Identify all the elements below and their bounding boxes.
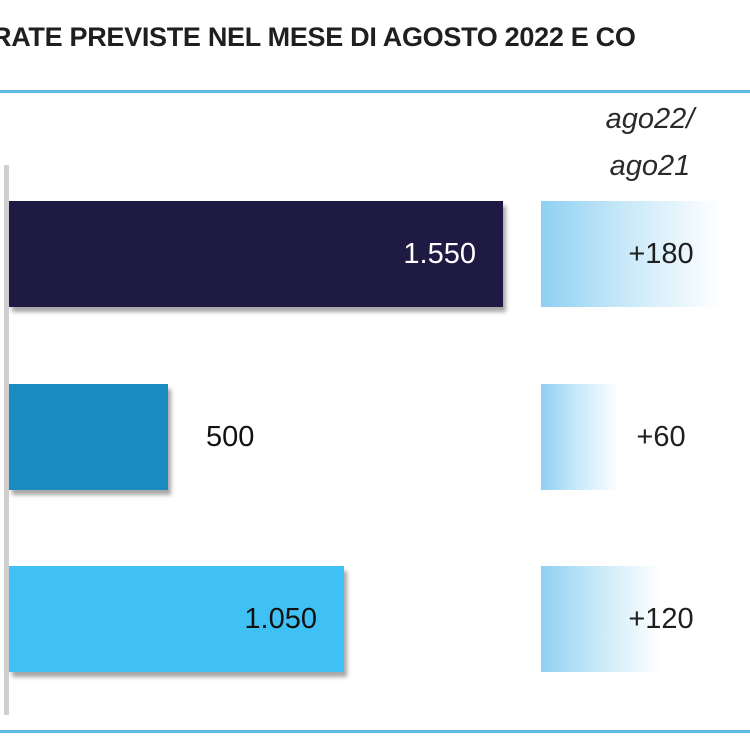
- variation-2-label: +60: [636, 421, 686, 453]
- bar-1: [9, 201, 503, 307]
- variation-column-header: ago22/ ago21: [575, 96, 725, 190]
- bar-2-value-label: 500: [206, 421, 255, 453]
- bar-3: [9, 566, 344, 672]
- category-axis-line: [4, 165, 9, 715]
- top-rule: [0, 90, 750, 93]
- bottom-rule: [0, 730, 750, 733]
- chart-title-text: RATE PREVISTE NEL MESE DI AGOSTO 2022 E …: [0, 22, 636, 52]
- bar-2: [9, 384, 168, 490]
- variation-box-1: [541, 201, 721, 307]
- variation-header-line-1: ago22/: [605, 103, 695, 135]
- variation-header-line-2: ago21: [609, 150, 691, 182]
- variation-1-label: +180: [628, 238, 694, 270]
- variation-3-label: +120: [628, 603, 694, 635]
- variation-box-3: [541, 566, 661, 672]
- bar-3-value-label: 1.050: [244, 603, 317, 635]
- variation-box-2: [541, 384, 619, 490]
- chart-title: RATE PREVISTE NEL MESE DI AGOSTO 2022 E …: [0, 18, 750, 58]
- bar-1-value-label: 1.550: [403, 238, 476, 270]
